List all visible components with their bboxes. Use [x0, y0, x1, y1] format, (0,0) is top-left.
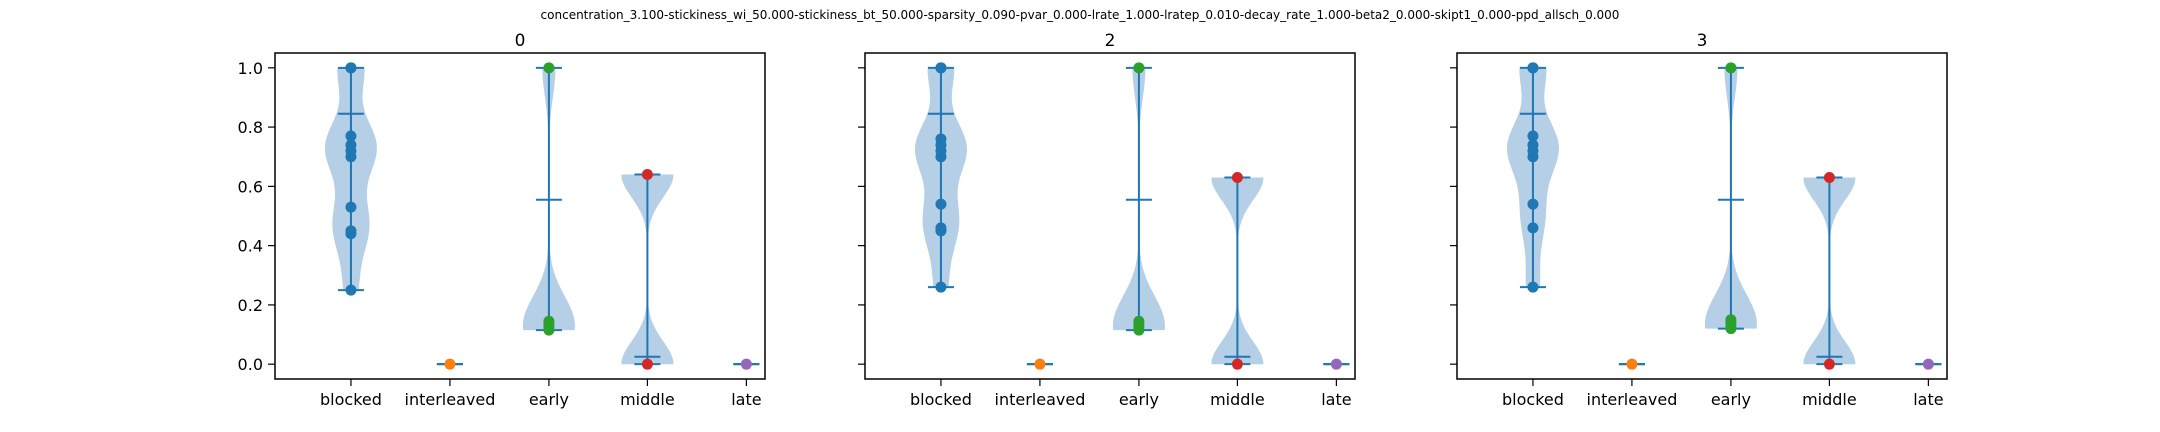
- x-tick-label-late: late: [1913, 390, 1943, 409]
- y-tick-label: 0.6: [238, 177, 263, 196]
- x-tick-label-blocked: blocked: [320, 390, 382, 409]
- point-late: [740, 358, 752, 370]
- point-blocked: [1527, 198, 1539, 210]
- y-tick-label: 1.0: [238, 59, 263, 78]
- x-tick-label-interleaved: interleaved: [1587, 390, 1678, 409]
- point-late: [1922, 358, 1934, 370]
- point-blocked: [935, 222, 947, 234]
- y-tick-label: 0.4: [238, 237, 263, 256]
- point-middle: [1231, 171, 1243, 183]
- x-tick-label-interleaved: interleaved: [405, 390, 496, 409]
- point-blocked: [1527, 281, 1539, 293]
- axes-frame: [864, 52, 1356, 380]
- point-blocked: [935, 198, 947, 210]
- x-tick-label-blocked: blocked: [910, 390, 972, 409]
- point-blocked: [345, 225, 357, 237]
- point-early: [543, 62, 555, 74]
- x-tick-label-late: late: [731, 390, 761, 409]
- point-early: [1133, 62, 1145, 74]
- x-tick-label-middle: middle: [1802, 390, 1857, 409]
- axes-frame: [1456, 52, 1948, 380]
- point-early: [1725, 62, 1737, 74]
- figure-suptitle: concentration_3.100-stickiness_wi_50.000…: [541, 8, 1620, 22]
- x-tick-label-early: early: [1711, 390, 1751, 409]
- point-middle: [641, 358, 653, 370]
- panel-0: 0 0.0 0.2 0.4 0.6 0.8 1.0 blocked interleaved ear…: [238, 31, 766, 409]
- axes-frame: [274, 52, 766, 380]
- x-tick-label-middle: middle: [1210, 390, 1265, 409]
- point-interleaved: [1034, 358, 1046, 370]
- point-blocked: [1527, 139, 1539, 151]
- point-blocked: [345, 130, 357, 142]
- point-late: [1330, 358, 1342, 370]
- point-middle: [1823, 358, 1835, 370]
- panel-2: 2 blocked interleaved early middle late: [858, 31, 1356, 409]
- point-interleaved: [1626, 358, 1638, 370]
- y-tick-label: 0.8: [238, 118, 263, 137]
- panel-title: 0: [515, 31, 526, 51]
- x-tick-label-late: late: [1321, 390, 1351, 409]
- point-blocked: [345, 201, 357, 213]
- point-interleaved: [444, 358, 456, 370]
- panel-3: 3 blocked interleaved early middle late: [1450, 31, 1948, 409]
- point-blocked: [1527, 130, 1539, 142]
- point-blocked: [1527, 222, 1539, 234]
- point-middle: [1231, 358, 1243, 370]
- point-middle: [1823, 171, 1835, 183]
- panel-title: 2: [1105, 31, 1116, 51]
- point-blocked: [935, 62, 947, 74]
- point-blocked: [935, 281, 947, 293]
- x-tick-label-middle: middle: [620, 390, 675, 409]
- point-early: [1133, 315, 1145, 327]
- x-tick-label-early: early: [1119, 390, 1159, 409]
- x-tick-label-blocked: blocked: [1502, 390, 1564, 409]
- y-tick-label: 0.2: [238, 296, 263, 315]
- panels: 0 0.0 0.2 0.4 0.6 0.8 1.0 blocked interleaved ear…: [238, 31, 1948, 409]
- point-blocked: [345, 62, 357, 74]
- point-blocked: [1527, 62, 1539, 74]
- point-blocked: [345, 284, 357, 296]
- point-middle: [641, 169, 653, 181]
- point-early: [1725, 314, 1737, 326]
- point-blocked: [345, 139, 357, 151]
- point-early: [543, 315, 555, 327]
- point-blocked: [935, 133, 947, 145]
- panel-title: 3: [1697, 31, 1708, 51]
- y-tick-label: 0.0: [238, 355, 263, 374]
- x-tick-label-interleaved: interleaved: [995, 390, 1086, 409]
- x-tick-label-early: early: [529, 390, 569, 409]
